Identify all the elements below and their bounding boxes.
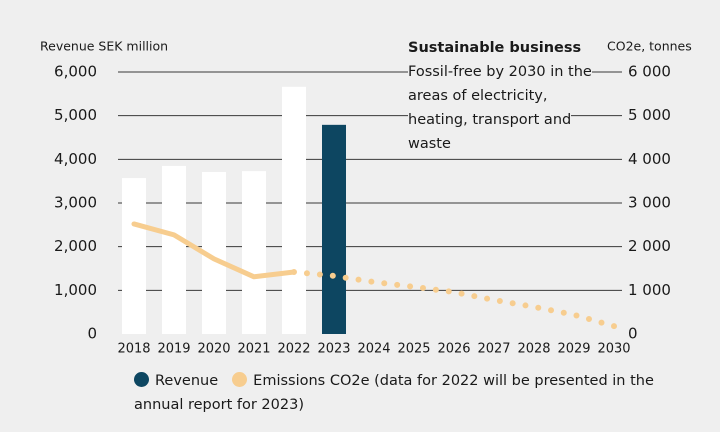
x-tick-label: 2021	[237, 342, 270, 357]
y-tick-label: 0	[87, 325, 97, 343]
y2-tick-label: 0	[628, 325, 638, 343]
x-tick-label: 2024	[357, 342, 390, 357]
x-tick-label: 2020	[197, 342, 230, 357]
y-tick-label: 5,000	[54, 106, 97, 124]
legend-item: Emissions CO2e (data for 2022 will be pr…	[134, 372, 654, 413]
y-axis-label: Revenue SEK million	[40, 39, 168, 54]
y2-tick-label: 1 000	[628, 281, 671, 299]
x-tick-label: 2018	[117, 342, 150, 357]
x-tick-label: 2030	[597, 342, 630, 357]
x-tick-label: 2023	[317, 342, 350, 357]
y-tick-label: 2,000	[54, 237, 97, 255]
legend-label: Emissions CO2e (data for 2022 will be pr…	[134, 373, 654, 413]
x-tick-label: 2028	[517, 342, 550, 357]
bar	[122, 178, 146, 334]
bar	[282, 86, 306, 334]
legend-marker	[232, 372, 248, 387]
y2-tick-label: 6 000	[628, 63, 671, 81]
y-tick-label: 3,000	[54, 194, 97, 212]
x-tick-label: 2019	[157, 342, 190, 357]
bar	[162, 165, 186, 334]
y-tick-label: 1,000	[54, 281, 97, 299]
x-tick-label: 2027	[477, 342, 510, 357]
legend-marker	[134, 372, 149, 387]
y2-tick-label: 4 000	[628, 150, 671, 168]
legend-label: Revenue	[155, 373, 219, 389]
emissions-projection	[291, 268, 617, 330]
annotation-text: Fossil-free by 2030 in the areas of elec…	[408, 64, 592, 152]
annotation: Sustainable business Fossil-free by 2030 …	[408, 36, 608, 156]
y2-axis-label: CO2e, tonnes	[607, 39, 692, 54]
x-tick-label: 2029	[557, 342, 590, 357]
bar	[242, 171, 266, 334]
annotation-title: Sustainable business	[408, 40, 582, 56]
y-tick-label: 6,000	[54, 63, 97, 81]
legend-item: Revenue	[134, 372, 219, 389]
legend: Revenue Emissions CO2e (data for 2022 wil…	[134, 369, 694, 417]
y2-tick-label: 2 000	[628, 237, 671, 255]
x-tick-label: 2022	[277, 342, 310, 357]
emissions-line	[131, 221, 297, 280]
x-tick-label: 2026	[437, 342, 470, 357]
y2-tick-label: 5 000	[628, 106, 671, 124]
bar	[322, 124, 346, 334]
y-tick-label: 4,000	[54, 150, 97, 168]
x-tick-label: 2025	[397, 342, 430, 357]
y2-tick-label: 3 000	[628, 194, 671, 212]
